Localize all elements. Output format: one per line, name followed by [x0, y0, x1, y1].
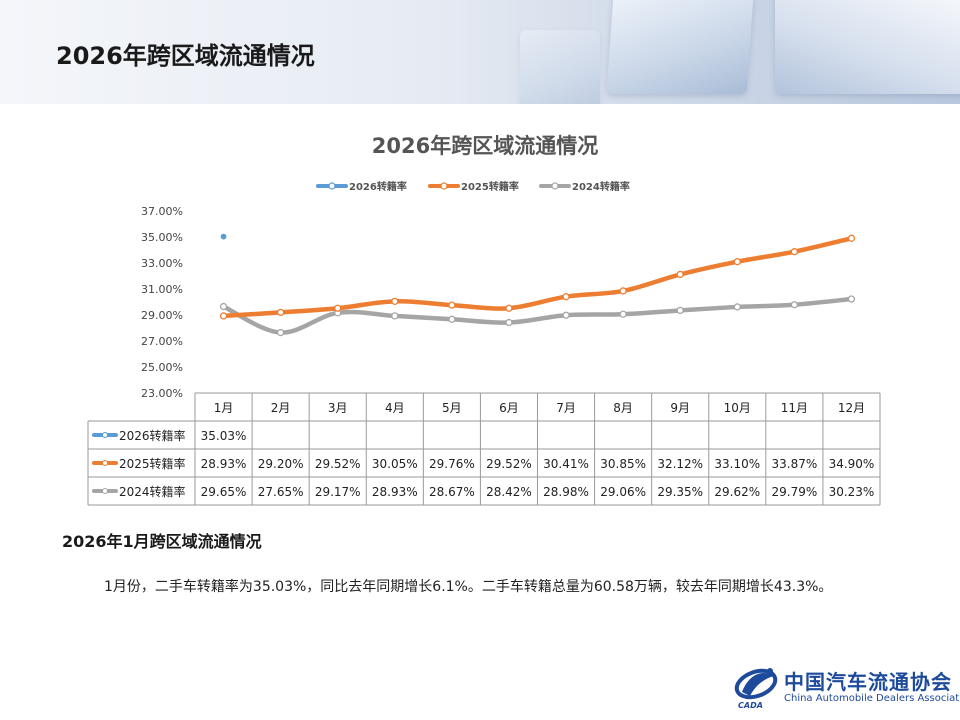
data-point [619, 310, 627, 318]
data-label: 29.35% [657, 485, 703, 499]
table-row-marker [102, 432, 108, 438]
series-line-2025转籍率 [221, 236, 854, 319]
logo-chinese-name: 中国汽车流通协会 [784, 670, 952, 694]
data-label: 28.93% [201, 457, 247, 471]
x-tick-label: 8月 [613, 401, 633, 415]
data-point [847, 234, 856, 242]
data-point [334, 304, 342, 312]
data-label: 29.65% [201, 485, 247, 499]
data-point [733, 258, 741, 266]
x-tick-label: 7月 [556, 401, 576, 415]
data-point [219, 312, 228, 320]
data-label: 29.62% [714, 485, 760, 499]
page-title: 2026年跨区域流通情况 [56, 42, 315, 70]
data-point [276, 328, 285, 337]
data-point [391, 297, 399, 306]
data-label: 30.85% [600, 457, 646, 471]
x-tick-label: 4月 [385, 401, 405, 415]
header-decoration [775, 0, 960, 94]
data-point [676, 270, 684, 279]
y-tick-label: 29.00% [141, 309, 183, 322]
x-tick-label: 3月 [328, 401, 348, 415]
data-label: 27.65% [258, 485, 304, 499]
logo-english-name: China Automobile Dealers Association [784, 693, 960, 704]
table-row-marker [102, 488, 108, 494]
data-label: 29.76% [429, 457, 475, 471]
data-label: 30.23% [829, 485, 875, 499]
legend-label: 2025转籍率 [461, 180, 519, 193]
data-point [219, 232, 228, 241]
data-point [790, 301, 799, 309]
x-tick-label: 2月 [271, 401, 291, 415]
header-banner: 2026年跨区域流通情况 [0, 0, 960, 104]
chart-title: 2026年跨区域流通情况 [371, 134, 599, 158]
data-label: 34.90% [829, 457, 875, 471]
data-point [276, 308, 285, 317]
data-label: 29.52% [486, 457, 532, 471]
data-label: 30.05% [372, 457, 418, 471]
data-point [505, 318, 513, 327]
data-point [562, 293, 570, 301]
data-label: 29.79% [771, 485, 817, 499]
legend-label: 2026转籍率 [349, 180, 407, 193]
data-label: 29.06% [600, 485, 646, 499]
x-tick-label: 1月 [214, 401, 234, 415]
x-tick-label: 9月 [670, 401, 690, 415]
data-point [733, 303, 741, 311]
data-label: 28.98% [543, 485, 589, 499]
x-tick-label: 6月 [499, 401, 519, 415]
data-label: 32.12% [657, 457, 703, 471]
y-tick-label: 35.00% [141, 231, 183, 244]
data-point [619, 287, 627, 295]
data-label: 30.41% [543, 457, 589, 471]
data-label: 28.42% [486, 485, 532, 499]
y-tick-label: 33.00% [141, 257, 183, 270]
y-tick-label: 23.00% [141, 387, 183, 400]
summary-text: 1月份，二手车转籍率为35.03%，同比去年同期增长6.1%。二手车转籍总量为6… [104, 579, 833, 595]
cada-logo-icon: CADA [734, 668, 778, 710]
data-label: 35.03% [201, 429, 247, 443]
x-tick-label: 12月 [838, 401, 865, 415]
data-label: 33.10% [714, 457, 760, 471]
data-point [448, 315, 456, 323]
data-point [219, 302, 228, 311]
data-point [676, 306, 684, 315]
y-tick-label: 27.00% [141, 335, 183, 348]
data-point [391, 312, 399, 320]
data-point [448, 301, 456, 309]
data-label: 33.87% [771, 457, 817, 471]
legend-marker [551, 182, 559, 190]
table-row-label: 2025转籍率 [119, 456, 186, 471]
data-label: 29.52% [315, 457, 361, 471]
table-row-marker [102, 460, 108, 466]
data-point [847, 295, 856, 303]
x-tick-label: 11月 [781, 401, 808, 415]
section-heading: 2026年1月跨区域流通情况 [62, 532, 262, 551]
logo-mark-text: CADA [738, 701, 763, 710]
y-tick-label: 31.00% [141, 283, 183, 296]
table-row-label: 2024转籍率 [119, 484, 186, 499]
data-point [505, 304, 513, 312]
cada-logo: CADA 中国汽车流通协会 China Automobile Dealers A… [732, 662, 960, 712]
x-tick-label: 10月 [724, 401, 751, 415]
legend-marker [440, 182, 448, 190]
legend-label: 2024转籍率 [572, 180, 630, 193]
data-point [562, 311, 570, 319]
data-label: 28.67% [429, 485, 475, 499]
y-tick-label: 25.00% [141, 361, 183, 374]
header-decoration [520, 30, 600, 104]
legend-marker [328, 182, 336, 190]
data-label: 29.17% [315, 485, 361, 499]
data-point [790, 248, 799, 256]
table-row-label: 2026转籍率 [119, 428, 186, 443]
data-label: 29.20% [258, 457, 304, 471]
data-label: 28.93% [372, 485, 418, 499]
y-tick-label: 37.00% [141, 205, 183, 218]
x-tick-label: 5月 [442, 401, 462, 415]
